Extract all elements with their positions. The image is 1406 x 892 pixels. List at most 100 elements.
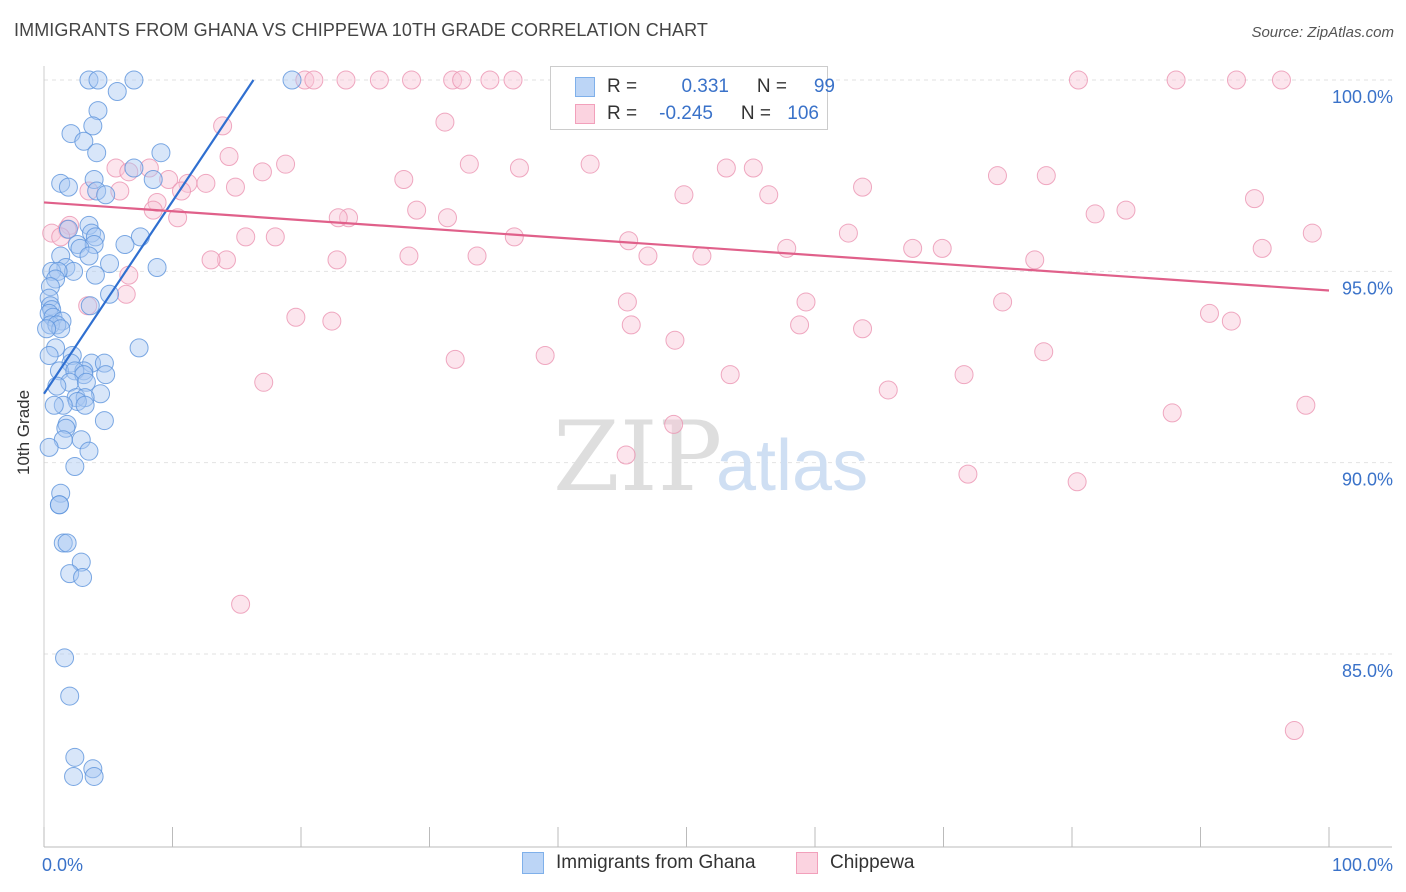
ghana-point	[147, 258, 167, 278]
chippewa-point	[1116, 200, 1136, 220]
chippewa-point	[216, 250, 236, 270]
ghana-point	[52, 311, 72, 331]
ghana-point	[39, 346, 59, 366]
ghana-point	[65, 747, 85, 767]
watermark-zip: ZIP	[553, 401, 722, 513]
ghana-point	[84, 766, 104, 786]
legend-r-value: -0.245	[659, 103, 713, 124]
chippewa-point	[402, 70, 422, 90]
chippewa-point	[225, 177, 245, 197]
ghana-trend-line	[43, 79, 255, 395]
ghana-point	[60, 564, 80, 584]
chippewa-point	[196, 173, 216, 193]
ghana-point	[39, 437, 59, 457]
chippewa-point	[276, 154, 296, 174]
ghana-point	[44, 395, 64, 415]
ghana-point	[64, 261, 84, 281]
legend-r-label: R =	[607, 76, 638, 97]
ghana-point	[85, 265, 105, 285]
ghana-point	[73, 567, 93, 587]
chippewa-point	[796, 292, 816, 312]
chippewa-point	[1252, 238, 1272, 258]
ghana-point	[91, 384, 111, 404]
ghana-point	[84, 169, 104, 189]
ghana-point	[56, 418, 76, 438]
bottom-legend-ghana: Immigrants from Ghana	[522, 852, 756, 874]
ghana-point	[48, 261, 68, 281]
ghana-point	[96, 185, 116, 205]
chippewa-point	[664, 414, 684, 434]
chippewa-point	[535, 346, 555, 366]
chippewa-point	[286, 307, 306, 327]
ghana-point	[58, 219, 78, 239]
chippewa-point	[51, 227, 71, 247]
chippewa-point	[459, 154, 479, 174]
ghana-point	[76, 372, 96, 392]
ghana-point	[80, 296, 100, 316]
chippewa-point	[993, 292, 1013, 312]
chippewa-point	[1271, 70, 1291, 90]
legend-r-label: R =	[607, 103, 638, 124]
chippewa-point	[580, 154, 600, 174]
chippewa-point	[399, 246, 419, 266]
y-tick-label: 100.0%	[1332, 87, 1393, 107]
chippewa-point	[1244, 189, 1264, 209]
ghana-point	[57, 533, 77, 553]
chippewa-point	[1226, 70, 1246, 90]
ghana-points	[37, 70, 302, 786]
chippewa-trend-line	[43, 201, 1330, 292]
chippewa-point	[759, 185, 779, 205]
chippewa-point	[1162, 403, 1182, 423]
chippewa-point	[621, 315, 641, 335]
chippewa-point	[178, 173, 198, 193]
ghana-point	[60, 686, 80, 706]
ghana-point	[64, 766, 84, 786]
chippewa-point	[665, 330, 685, 350]
legend-n-label: N =	[756, 76, 787, 97]
ghana-point	[129, 338, 149, 358]
bottom-legend-label-chippewa: Chippewa	[830, 852, 915, 873]
tick-labels: 100.0% 95.0% 90.0% 85.0% 0.0% 100.0%	[42, 87, 1393, 875]
y-tick-label: 95.0%	[1342, 278, 1393, 298]
legend-swatch-ghana	[575, 77, 595, 97]
chippewa-points	[42, 70, 1322, 741]
legend-n-value: 99	[813, 76, 835, 97]
chippewa-point	[1296, 395, 1316, 415]
ghana-point	[71, 552, 91, 572]
ghana-point	[143, 169, 163, 189]
chippewa-point	[853, 319, 873, 339]
chippewa-point	[509, 158, 529, 178]
chippewa-point	[139, 158, 159, 178]
chippewa-point	[252, 162, 272, 182]
chippewa-point	[394, 169, 414, 189]
chippewa-point	[236, 227, 256, 247]
chippewa-point	[720, 365, 740, 385]
ghana-point	[37, 319, 57, 339]
ghana-point	[75, 395, 95, 415]
chippewa-point	[304, 70, 324, 90]
chippewa-point	[119, 162, 139, 182]
chippewa-point	[219, 147, 239, 167]
chippewa-point	[1199, 303, 1219, 323]
chippewa-point	[503, 70, 523, 90]
chippewa-point	[1302, 223, 1322, 243]
legend-row-ghana: R = 0.331 N = 99	[575, 74, 835, 100]
chippewa-point	[790, 315, 810, 335]
chippewa-point	[265, 227, 285, 247]
chippewa-point	[336, 70, 356, 90]
chippewa-point	[407, 200, 427, 220]
legend-r-value: 0.331	[681, 76, 729, 97]
ghana-point	[79, 441, 99, 461]
chippewa-point	[504, 227, 524, 247]
chippewa-point	[452, 70, 472, 90]
chippewa-point	[445, 349, 465, 369]
legend-n-label: N =	[740, 103, 771, 124]
ghana-point	[51, 246, 71, 266]
chippewa-point	[932, 238, 952, 258]
chippewa-point	[1221, 311, 1241, 331]
chippewa-point	[692, 246, 712, 266]
chippewa-point	[480, 70, 500, 90]
ghana-point	[83, 116, 103, 136]
ghana-point	[87, 143, 107, 163]
bottom-legend-chippewa: Chippewa	[796, 852, 915, 874]
